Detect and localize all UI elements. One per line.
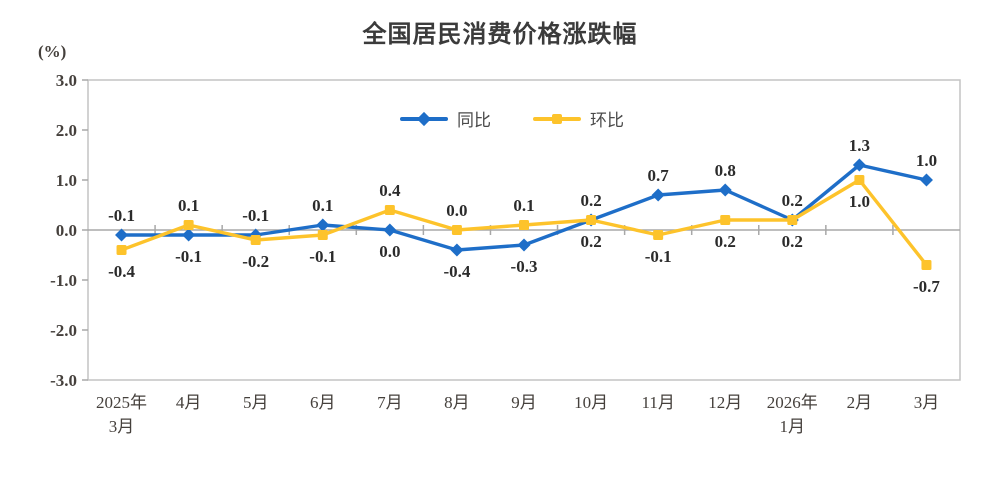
diamond-data-marker [718,183,732,197]
data-label: -0.7 [913,277,940,296]
chart-title: 全国居民消费价格涨跌幅 [362,21,638,48]
diamond-data-marker [517,238,531,252]
data-label: 0.2 [782,191,803,210]
x-axis-tick-label: 7月 [377,393,403,412]
data-label: 0.8 [715,161,736,180]
data-label: -0.1 [242,206,269,225]
data-label: 0.0 [379,242,400,261]
square-data-marker [720,215,731,225]
data-label: 0.7 [648,166,670,185]
y-axis-tick-label: 0.0 [56,221,77,240]
diamond-data-marker [383,223,397,237]
y-axis-tick-label: -2.0 [50,321,77,340]
data-label: -0.1 [309,247,336,266]
x-axis-tick-label: 10月 [574,393,608,412]
x-axis-tick-label: 3月 [914,393,940,412]
square-data-marker [586,215,597,225]
square-data-marker [854,175,865,185]
x-axis-tick-label: 12月 [708,393,742,412]
x-axis-tick-label: 9月 [511,393,537,412]
square-data-marker [519,220,529,230]
square-data-marker [921,260,932,270]
square-data-marker [317,230,328,240]
square-data-marker [384,205,395,215]
square-data-marker [183,220,194,230]
y-axis-tick-label: -3.0 [50,371,77,390]
data-label: 0.1 [178,196,199,215]
data-label: -0.4 [443,262,470,281]
data-label: -0.1 [108,206,135,225]
y-axis-tick-label: 1.0 [56,171,77,190]
diamond-data-marker [450,243,464,257]
data-label: 0.0 [446,201,467,220]
data-label: 0.2 [580,191,601,210]
y-axis-tick-label: 3.0 [56,71,77,90]
data-label: -0.2 [242,252,269,271]
x-axis-tick-label: 8月 [444,393,470,412]
x-axis-tick-label: 2月 [847,393,873,412]
x-axis-tick-label: 11月 [641,393,674,412]
data-label: 0.4 [379,181,401,200]
data-label: 0.1 [312,196,333,215]
data-label: 1.3 [849,136,870,155]
x-axis-tick-label: 2025年 [96,393,147,412]
y-axis-tick-label: 2.0 [56,121,77,140]
x-axis-tick-label: 2026年 [767,393,818,412]
data-label: -0.4 [108,262,135,281]
square-data-marker [653,230,664,240]
x-axis-tick-label: 6月 [310,393,336,412]
data-label: 0.1 [513,196,534,215]
diamond-data-marker [182,228,196,242]
diamond-data-marker [919,173,933,187]
x-axis-tick-label: 1月 [780,417,806,436]
data-label: -0.3 [511,257,538,276]
data-label: 1.0 [916,151,937,170]
data-label: -0.1 [645,247,672,266]
x-axis-tick-label: 4月 [176,393,202,412]
data-label: 1.0 [849,192,870,211]
diamond-data-marker [852,158,866,172]
diamond-data-marker [316,218,330,232]
y-axis-tick-label: -1.0 [50,271,77,290]
square-data-marker [787,215,798,225]
data-label: 0.2 [715,232,736,251]
diamond-data-marker [651,188,665,202]
x-axis-tick-label: 3月 [109,417,135,436]
y-axis-unit-label: (%) [38,42,67,61]
square-data-marker [250,235,261,245]
square-data-marker [451,225,462,235]
diamond-data-marker [115,228,129,242]
square-data-marker [116,245,127,255]
data-label: 0.2 [580,232,601,251]
x-axis-tick-label: 5月 [243,393,269,412]
data-label: -0.1 [175,247,202,266]
data-label: 0.2 [782,232,803,251]
